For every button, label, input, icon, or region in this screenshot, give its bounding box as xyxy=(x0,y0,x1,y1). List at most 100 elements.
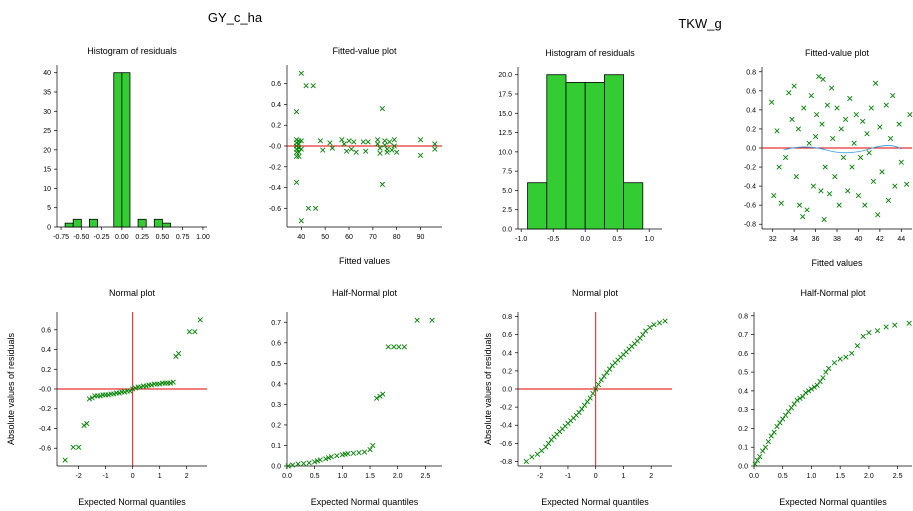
data-point xyxy=(778,200,784,206)
panel-4: Half-Normal plot 0.0 0.5 1.0 1.5 2.0 2.5 0.0 0.1… xyxy=(6,288,442,507)
y-tick-label: -0.4 xyxy=(500,423,512,430)
data-point xyxy=(197,317,203,323)
data-point xyxy=(579,406,585,412)
panel-title: Half-Normal plot xyxy=(800,288,866,298)
data-point xyxy=(374,141,381,147)
histogram-bar xyxy=(604,74,625,230)
data-point xyxy=(794,397,800,403)
data-point xyxy=(842,116,849,123)
data-point xyxy=(334,453,340,459)
data-point xyxy=(379,105,386,112)
data-point xyxy=(298,146,304,152)
y-tick-label: 0.0 xyxy=(502,387,512,394)
data-point xyxy=(800,393,806,400)
data-point xyxy=(752,461,758,467)
data-point xyxy=(298,218,304,224)
x-tick-label: 36 xyxy=(812,236,820,243)
x-axis-label: Expected Normal quantiles xyxy=(311,497,419,507)
y-tick-label: 17.5 xyxy=(498,92,512,99)
y-tick-label: 0.6 xyxy=(41,327,51,334)
x-axis-label: Fitted values xyxy=(339,256,391,266)
data-point xyxy=(186,329,193,335)
x-axis-label: Expected Normal quantiles xyxy=(541,497,649,507)
y-tick-label: 0 xyxy=(47,225,51,232)
data-point xyxy=(855,193,862,199)
y-tick-label: -0.2 xyxy=(500,405,512,412)
data-point xyxy=(840,154,847,161)
x-tick-label: 50 xyxy=(321,234,329,241)
y-tick-label: -0.8 xyxy=(500,459,512,466)
x-axis-label: Expected Normal quantiles xyxy=(78,497,186,507)
data-point xyxy=(576,409,582,416)
panel-title: Normal plot xyxy=(572,288,619,298)
data-point xyxy=(534,451,541,457)
data-point xyxy=(816,73,822,80)
data-point xyxy=(303,83,309,89)
x-tick-label: 42 xyxy=(876,236,884,243)
data-point xyxy=(887,135,894,142)
data-point xyxy=(791,401,797,407)
group-title-gy: GY_c_ha xyxy=(208,10,263,25)
data-point xyxy=(391,143,397,149)
data-point xyxy=(832,173,838,180)
data-point xyxy=(788,405,794,411)
panel-3: Normal plot -2 -1 0 1 2 -0.6 -0.4 -0.2 -0.0 0.2 0.4… xyxy=(39,288,207,507)
x-tick-label: 2.5 xyxy=(421,473,431,480)
data-point xyxy=(836,202,842,208)
data-point xyxy=(797,395,803,402)
data-point xyxy=(417,137,424,143)
data-point xyxy=(296,153,302,160)
data-point xyxy=(811,384,817,390)
data-point xyxy=(325,455,332,461)
data-point xyxy=(879,169,885,175)
data-point xyxy=(298,70,304,76)
data-point xyxy=(849,164,855,170)
y-tick-label: 0.0 xyxy=(746,146,756,153)
x-tick-label: 0.75 xyxy=(176,234,190,241)
x-tick-label: -1 xyxy=(103,473,109,480)
data-point xyxy=(595,381,602,388)
data-point xyxy=(305,205,312,211)
histogram-bar xyxy=(72,218,82,228)
y-tick-label: 0.2 xyxy=(271,123,281,130)
y-tick-label: 0.8 xyxy=(738,313,748,320)
data-point xyxy=(432,146,438,152)
data-point xyxy=(780,416,786,422)
y-tick-label: 15.0 xyxy=(498,111,512,118)
data-point xyxy=(845,188,851,194)
data-point xyxy=(386,139,393,145)
data-point xyxy=(353,149,359,155)
data-point xyxy=(768,433,774,439)
x-tick-label: 0.0 xyxy=(282,473,292,480)
data-point xyxy=(377,393,383,399)
data-point xyxy=(805,388,812,394)
data-point xyxy=(637,335,643,341)
data-point xyxy=(838,126,844,132)
data-point xyxy=(812,133,819,140)
data-point xyxy=(176,350,182,357)
data-point xyxy=(382,142,388,148)
data-point xyxy=(774,423,780,430)
y-tick-label: 0.6 xyxy=(738,351,748,358)
y-tick-label: 0.6 xyxy=(502,332,512,339)
data-point xyxy=(800,213,806,220)
data-point xyxy=(84,420,90,427)
x-tick-label: 1.5 xyxy=(835,473,845,480)
x-axis-label: Fitted values xyxy=(811,258,863,268)
data-point xyxy=(587,395,593,401)
y-tick-label: -0.6 xyxy=(500,441,512,448)
data-point xyxy=(417,152,424,158)
x-tick-label: 2 xyxy=(185,473,189,480)
data-point xyxy=(543,444,549,450)
x-tick-label: 34 xyxy=(790,236,798,243)
data-point xyxy=(754,457,761,463)
y-tick-label: 0.3 xyxy=(271,402,281,409)
panel-title: Histogram of residuals xyxy=(545,48,635,58)
data-point xyxy=(523,458,529,465)
data-point xyxy=(606,366,613,372)
data-point xyxy=(771,193,777,199)
data-point xyxy=(896,121,902,127)
y-tick-label: -0.6 xyxy=(269,206,281,213)
y-tick-label: -0.6 xyxy=(39,446,51,453)
panel-title: Fitted-value plot xyxy=(332,46,397,56)
